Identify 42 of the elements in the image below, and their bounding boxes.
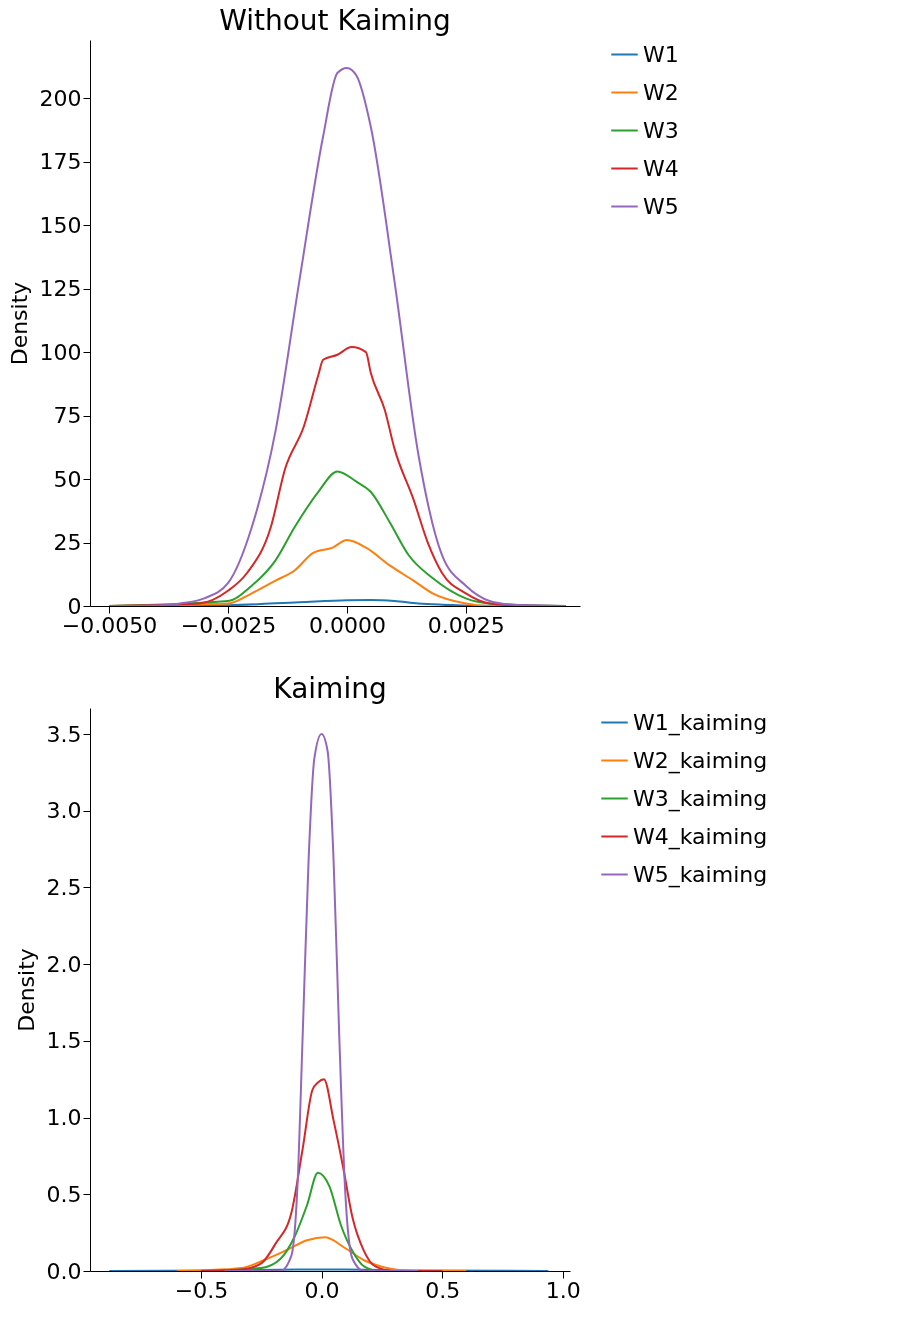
x-tick-label: 0.0025	[427, 612, 505, 638]
line-series	[108, 66, 567, 606]
line-series	[175, 1236, 468, 1271]
legend-label: W4_kaiming	[633, 823, 768, 850]
y-tick-label: 125	[39, 276, 82, 302]
chart-title: Without Kaiming	[219, 4, 451, 37]
legend-label: W1_kaiming	[633, 709, 768, 736]
y-tick-label: 175	[39, 149, 82, 175]
legend-label: W2_kaiming	[633, 747, 768, 774]
x-tick-label: 0.0	[304, 1277, 340, 1303]
legend-label: W2	[643, 79, 679, 105]
y-tick-label: 3.5	[46, 721, 82, 747]
line-series	[199, 1078, 444, 1271]
y-tick-label: 75	[53, 403, 82, 429]
y-tick-label: 25	[53, 530, 82, 556]
y-tick-label: 2.5	[46, 874, 82, 900]
y-tick-label: 0.5	[46, 1181, 82, 1207]
x-tick-label: 1.0	[545, 1277, 581, 1303]
legend-label: W1	[643, 41, 679, 67]
y-axis-title: Density	[13, 948, 39, 1032]
x-tick-label: 0.0000	[308, 612, 386, 638]
y-tick-label: 1.5	[46, 1028, 82, 1054]
legend-label: W5	[643, 193, 679, 219]
y-tick-label: 150	[39, 212, 82, 238]
legend-label: W3	[643, 117, 679, 143]
chart-title: Kaiming	[273, 672, 387, 705]
y-axis-title: Density	[6, 281, 32, 366]
x-tick-label: −0.0025	[180, 612, 277, 638]
y-tick-label: 50	[53, 466, 82, 492]
y-tick-label: 0.0	[46, 1258, 82, 1284]
y-tick-label: 200	[39, 85, 82, 111]
y-tick-label: 100	[39, 339, 82, 365]
y-tick-label: 3.0	[46, 798, 82, 824]
y-tick-label: 1.0	[46, 1105, 82, 1131]
legend-label: W3_kaiming	[633, 785, 768, 812]
x-tick-label: −0.5	[174, 1277, 229, 1303]
y-tick-label: 0	[67, 593, 82, 619]
y-tick-label: 2.0	[46, 951, 82, 977]
x-tick-label: 0.5	[425, 1277, 461, 1303]
legend-label: W5_kaiming	[633, 861, 768, 888]
legend-label: W4	[643, 155, 679, 181]
line-series	[224, 733, 420, 1271]
